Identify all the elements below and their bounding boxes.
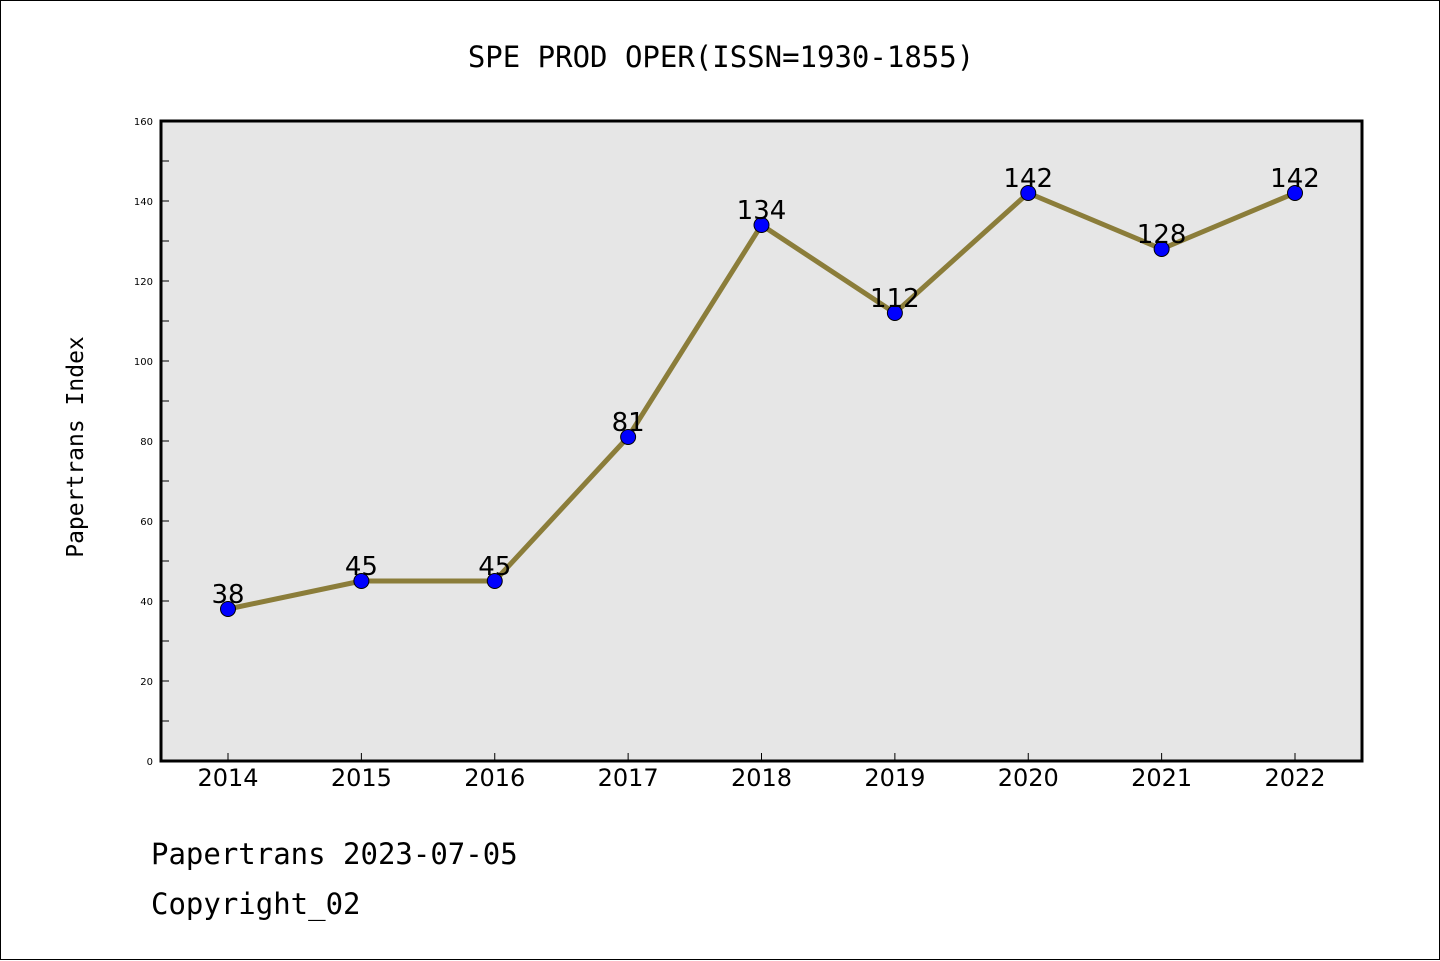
data-point xyxy=(886,305,903,321)
y-tick-label: 120 xyxy=(134,277,153,288)
data-label: 81 xyxy=(612,408,645,438)
y-tick-label: 80 xyxy=(140,437,153,448)
y-tick-label: 40 xyxy=(140,597,153,608)
data-label: 128 xyxy=(1137,220,1187,250)
data-points xyxy=(220,185,1303,617)
y-tick-label: 0 xyxy=(147,757,153,768)
data-label: 112 xyxy=(870,284,920,314)
x-tick-label: 2019 xyxy=(864,764,925,792)
x-tick-label: 2020 xyxy=(998,764,1059,792)
x-tick-label: 2014 xyxy=(197,764,258,792)
data-point xyxy=(1153,241,1170,257)
y-axis: 0 20 40 60 80 100 120 140 160 xyxy=(134,117,169,768)
data-label: 45 xyxy=(478,552,511,582)
chart-title: SPE PROD OPER(ISSN=1930-1855) xyxy=(467,40,975,74)
x-tick-label: 2015 xyxy=(331,764,392,792)
data-label: 134 xyxy=(737,196,787,226)
data-label: 142 xyxy=(1270,164,1320,194)
data-point xyxy=(486,573,503,589)
x-tick-label: 2022 xyxy=(1264,764,1325,792)
y-tick-label: 20 xyxy=(140,677,153,688)
data-point xyxy=(753,217,770,233)
data-labels: 38 45 45 81 134 112 142 128 142 xyxy=(211,164,1319,610)
x-tick-label: 2018 xyxy=(731,764,792,792)
footer-copyright: Copyright_02 xyxy=(151,887,361,921)
y-tick-label: 140 xyxy=(134,197,153,208)
data-label: 38 xyxy=(211,580,244,610)
data-point xyxy=(1287,185,1303,201)
data-point xyxy=(353,573,370,589)
x-tick-label: 2016 xyxy=(464,764,525,792)
y-tick-label: 60 xyxy=(140,517,153,528)
data-label: 45 xyxy=(345,552,378,582)
y-tick-label: 100 xyxy=(134,357,153,368)
x-axis: 2014 2015 2016 2017 2018 2019 2020 2021 2022 xyxy=(197,753,1326,792)
x-tick-label: 2017 xyxy=(598,764,659,792)
x-tick-label: 2021 xyxy=(1131,764,1192,792)
y-tick-label: 160 xyxy=(134,117,153,128)
data-point xyxy=(220,601,236,617)
data-label: 142 xyxy=(1003,164,1053,194)
data-point xyxy=(620,429,637,445)
data-point xyxy=(1020,185,1037,201)
footer-date: Papertrans 2023-07-05 xyxy=(151,837,518,871)
